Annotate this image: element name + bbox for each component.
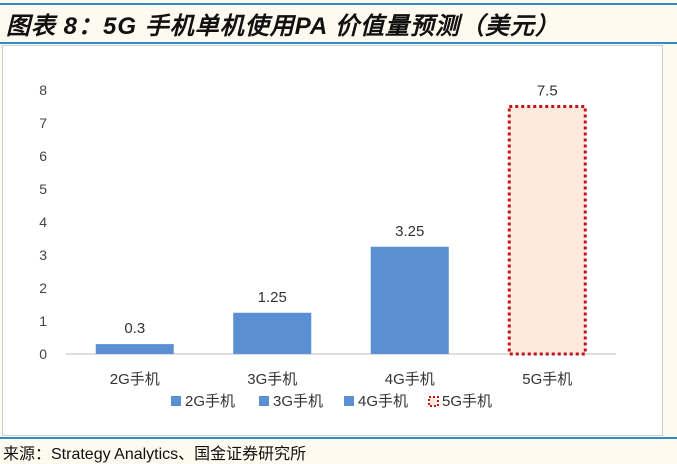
legend-label: 5G手机: [442, 393, 492, 410]
y-tick-label: 8: [39, 82, 47, 98]
y-tick-label: 1: [39, 313, 47, 329]
y-tick-label: 7: [39, 115, 47, 131]
data-label: 0.3: [124, 320, 145, 337]
y-tick-label: 4: [39, 214, 47, 230]
x-tick-label: 2G手机: [110, 371, 160, 388]
legend-swatch-projected: [428, 396, 439, 407]
x-tick-label: 4G手机: [385, 371, 435, 388]
y-tick-label: 6: [39, 148, 47, 164]
bar-projected: [507, 105, 587, 356]
legend-swatch: [171, 396, 181, 406]
bar-chart: 0 1 2 3 4 5 6 7 8 0.3 2G手机 1.25 3G手机 3.25 4G手机 7.5 5G手机 2…: [39, 82, 616, 410]
data-label: 7.5: [537, 83, 558, 100]
data-label: 1.25: [258, 289, 287, 306]
y-tick-label: 2: [39, 280, 47, 296]
source-note: 来源：Strategy Analytics、国金证券研究所: [3, 446, 307, 463]
legend-swatch: [344, 396, 354, 406]
y-tick-label: 5: [39, 181, 47, 197]
bottom-rule: [0, 437, 677, 439]
title-rule: [0, 42, 677, 44]
chart-frame: 0 1 2 3 4 5 6 7 8 0.3 2G手机 1.25 3G手机 3.25 4G手机 7.5 5G手机 2…: [2, 45, 663, 436]
bar: [370, 246, 449, 354]
legend-swatch: [259, 396, 269, 406]
top-rule: [0, 3, 677, 5]
legend-label: 4G手机: [358, 393, 408, 410]
y-tick-label: 3: [39, 247, 47, 263]
chart-title: 图表 8：5G 手机单机使用PA 价值量预测（美元）: [6, 13, 561, 40]
x-tick-label: 3G手机: [247, 371, 297, 388]
y-tick-label: 0: [39, 346, 47, 362]
data-label: 3.25: [395, 223, 424, 240]
bar: [233, 312, 312, 354]
legend-label: 2G手机: [185, 393, 235, 410]
legend-label: 3G手机: [273, 393, 323, 410]
bar: [95, 344, 174, 354]
x-tick-label: 5G手机: [522, 371, 572, 388]
